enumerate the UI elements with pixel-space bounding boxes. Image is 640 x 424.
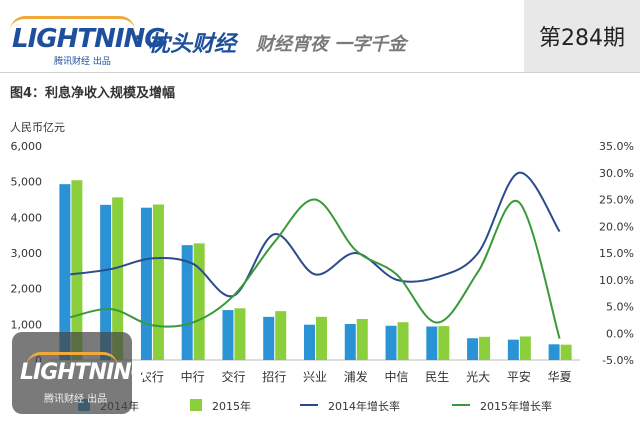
legend-label: 2014年增长率: [328, 399, 400, 413]
figure-title: 图4：利息净收入规模及增幅: [10, 86, 176, 101]
bar-2014: [304, 324, 315, 360]
y-tick-label: 1,000: [11, 318, 43, 331]
x-tick-label: 中行: [181, 369, 205, 384]
bar-2015: [152, 204, 164, 360]
bar-2014: [426, 326, 438, 360]
bar-2014: [140, 207, 152, 360]
bar-2014: [100, 204, 112, 360]
bar-2014: [59, 184, 71, 360]
x-tick-label: 中信: [385, 369, 409, 384]
bar-2015: [356, 318, 368, 360]
y-tick-label: 4,000: [11, 211, 43, 224]
legend-swatch: [190, 399, 202, 411]
bar-2014: [263, 316, 275, 360]
bar-2015: [234, 308, 246, 360]
slogan: 财经宵夜 一字千金: [256, 34, 407, 55]
bar-2015: [316, 316, 327, 360]
x-tick-label: 农行: [140, 370, 164, 384]
bar-2015: [519, 336, 531, 360]
y-axis-label: 人民币亿元: [10, 121, 65, 134]
watermark-logo: LIGHTNING 腾讯财经 出品: [12, 332, 149, 414]
watermark-swoosh: [26, 352, 118, 367]
logo-separator: ·: [134, 26, 143, 51]
issue-number: 第284期: [524, 0, 640, 72]
y-tick-label: 5,000: [11, 176, 43, 189]
x-tick-label: 交行: [221, 369, 245, 384]
bar-2015: [71, 180, 83, 360]
legend-label: 2015年: [212, 399, 251, 413]
bar-2014: [181, 245, 193, 360]
y2-tick-label: 5.0%: [606, 301, 634, 314]
logo-swoosh: [10, 16, 135, 31]
bar-2014: [385, 325, 397, 360]
y2-tick-label: 25.0%: [599, 194, 634, 207]
watermark-text: LIGHTNING: [20, 360, 149, 385]
y2-tick-label: -5.0%: [602, 354, 634, 367]
x-tick-label: 光大: [466, 370, 490, 384]
x-tick-label: 华夏: [548, 370, 572, 384]
x-tick-label: 浦发: [344, 369, 368, 384]
y-tick-label: 3,000: [11, 247, 43, 260]
bar-2014: [507, 339, 519, 360]
line-2015-growth: [70, 198, 561, 339]
bar-2014: [222, 310, 234, 360]
bar-2015: [112, 197, 124, 360]
bar-2015: [275, 311, 287, 360]
y-tick-label: 6,000: [11, 140, 43, 153]
bar-2014: [344, 323, 356, 360]
watermark-subtitle: 腾讯财经 出品: [44, 394, 108, 405]
y2-tick-label: 20.0%: [599, 220, 634, 233]
bar-2015: [193, 243, 205, 360]
logo-text: LIGHTNING: [12, 24, 166, 54]
bar-2015: [560, 344, 572, 360]
header: LIGHTNING · 枕头财经 腾讯财经 出品 财经宵夜 一字千金 第284期: [0, 0, 640, 73]
bar-2015: [438, 326, 450, 360]
x-tick-label: 民生: [425, 370, 449, 384]
y2-tick-label: 0.0%: [606, 327, 634, 340]
y2-tick-label: 10.0%: [599, 274, 634, 287]
bar-2014: [548, 344, 560, 360]
y-tick-label: 2,000: [11, 283, 43, 296]
y2-tick-label: 30.0%: [599, 167, 634, 180]
x-tick-label: 兴业: [303, 370, 327, 384]
line-2014-growth: [70, 171, 561, 298]
lightning-logo: LIGHTNING · 枕头财经 腾讯财经 出品: [10, 10, 240, 67]
bar-2015: [479, 336, 491, 360]
y2-tick-label: 35.0%: [599, 140, 634, 153]
legend-label: 2015年增长率: [480, 399, 552, 413]
logo-cn: 枕头财经: [148, 32, 237, 57]
x-tick-label: 招行: [262, 370, 286, 384]
bar-2014: [467, 338, 479, 360]
logo-subtitle: 腾讯财经 出品: [54, 57, 111, 67]
bar-2015: [397, 322, 409, 360]
x-tick-label: 平安: [507, 369, 531, 384]
y2-tick-label: 15.0%: [599, 247, 634, 260]
